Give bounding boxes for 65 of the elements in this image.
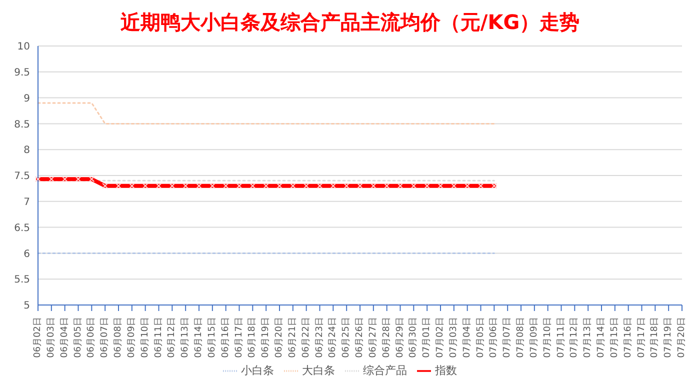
- x-tick-label: 06月03日: [46, 317, 56, 358]
- x-tick-label: 06月07日: [100, 317, 110, 358]
- y-tick-label: 9: [24, 93, 30, 104]
- x-tick-label: 07月13日: [583, 317, 594, 358]
- x-tick-label: 06月02日: [33, 317, 43, 358]
- x-tick-label: 06月12日: [167, 317, 178, 358]
- x-tick-label: 06月10日: [140, 317, 150, 358]
- x-tick-label: 07月11日: [556, 317, 566, 358]
- legend-label: 大白条: [302, 364, 335, 377]
- y-tick-label: 7.5: [14, 171, 30, 182]
- x-tick-label: 06月25日: [342, 317, 352, 358]
- x-tick-label: 06月30日: [408, 317, 419, 358]
- legend-label: 指数: [435, 364, 457, 377]
- x-tick-label: 06月09日: [126, 317, 137, 358]
- x-tick-label: 07月06日: [489, 317, 500, 358]
- y-tick-label: 8: [24, 145, 30, 156]
- x-tick-label: 07月15日: [610, 317, 620, 358]
- x-tick-label: 07月07日: [502, 317, 513, 358]
- y-tick-label: 6: [24, 248, 30, 260]
- y-tick-label: 8.5: [14, 119, 30, 130]
- x-tick-label: 06月08日: [114, 317, 124, 358]
- x-tick-label: 06月22日: [301, 317, 312, 358]
- x-tick-label: 06月13日: [180, 317, 191, 358]
- x-tick-label: 06月27日: [368, 317, 378, 358]
- x-tick-label: 07月20日: [677, 317, 687, 358]
- x-tick-label: 06月04日: [60, 317, 70, 358]
- x-tick-label: 06月17日: [234, 317, 244, 358]
- x-tick-label: 07月02日: [436, 317, 446, 358]
- y-tick-label: 9.5: [14, 67, 30, 78]
- x-tick-label: 06月24日: [328, 317, 338, 358]
- x-tick-label: 06月15日: [207, 317, 218, 358]
- x-tick-label: 07月08日: [516, 317, 526, 358]
- x-tick-label: 07月04日: [462, 317, 472, 358]
- x-tick-label: 06月18日: [248, 317, 258, 358]
- y-tick-label: 6.5: [14, 222, 30, 234]
- y-tick-label: 5: [24, 300, 30, 312]
- x-tick-label: 06月20日: [274, 317, 284, 358]
- legend-label: 综合产品: [363, 364, 407, 377]
- x-tick-label: 06月21日: [288, 317, 298, 358]
- x-tick-label: 07月12日: [570, 317, 580, 358]
- y-tick-label: 5.5: [14, 274, 30, 286]
- x-tick-label: 06月26日: [355, 317, 365, 358]
- x-tick-label: 06月28日: [382, 317, 392, 358]
- x-tick-label: 06月06日: [86, 317, 97, 358]
- chart-title: 近期鸭大小白条及综合产品主流均价（元/KG）走势: [119, 9, 581, 36]
- x-tick-label: 07月19日: [664, 317, 674, 358]
- x-tick-label: 07月17日: [636, 317, 647, 358]
- x-tick-label: 07月05日: [476, 317, 486, 358]
- x-tick-label: 06月23日: [314, 317, 325, 358]
- x-tick-label: 06月11日: [154, 317, 164, 358]
- x-tick-label: 07月10日: [542, 317, 553, 358]
- y-tick-label: 10: [17, 42, 30, 53]
- x-tick-label: 07月03日: [448, 317, 459, 358]
- x-tick-label: 07月09日: [529, 317, 540, 358]
- x-tick-label: 07月18日: [650, 317, 660, 358]
- x-tick-label: 06月05日: [73, 317, 84, 358]
- x-tick-label: 07月01日: [422, 317, 432, 358]
- y-tick-label: 7: [24, 196, 30, 208]
- x-tick-label: 06月29日: [395, 317, 406, 358]
- x-tick-label: 06月16日: [220, 317, 231, 358]
- x-tick-label: 07月16日: [623, 317, 634, 358]
- x-tick-label: 06月14日: [194, 317, 204, 358]
- x-tick-label: 07月14日: [596, 317, 606, 358]
- legend-label: 小白条: [241, 364, 274, 377]
- x-tick-label: 06月19日: [261, 317, 272, 358]
